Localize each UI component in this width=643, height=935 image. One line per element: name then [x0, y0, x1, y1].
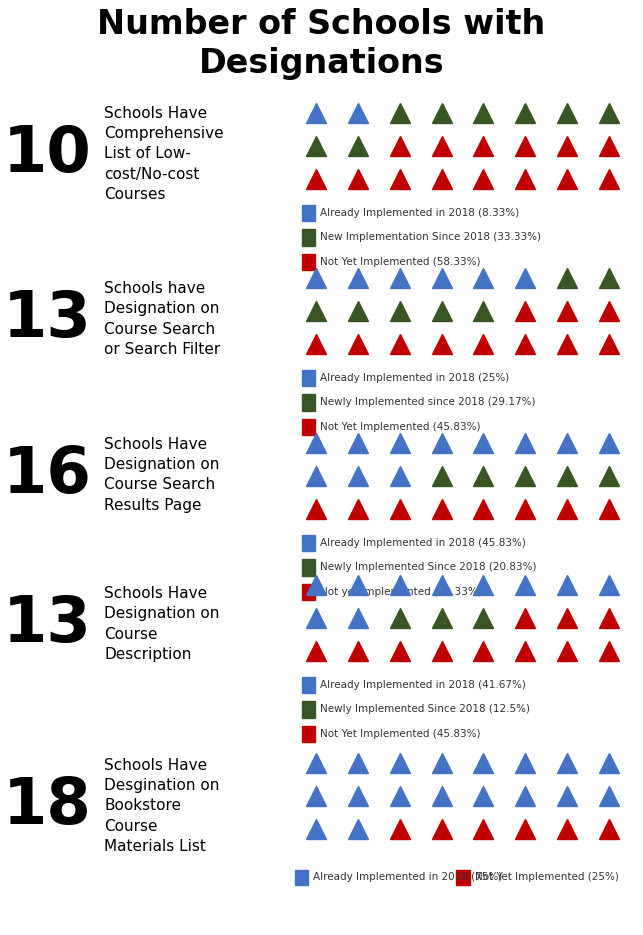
Text: Not yet Implemented (33.33%): Not yet Implemented (33.33%) — [320, 587, 482, 597]
Text: 13: 13 — [3, 288, 92, 350]
Bar — [295, 870, 309, 885]
Bar — [302, 205, 315, 222]
Text: Already Implemented in 2018 (41.67%): Already Implemented in 2018 (41.67%) — [320, 680, 526, 690]
Bar — [302, 395, 315, 410]
Text: Newly Implemented Since 2018 (12.5%): Newly Implemented Since 2018 (12.5%) — [320, 704, 530, 714]
Text: Number of Schools with
Designations: Number of Schools with Designations — [97, 8, 546, 79]
Text: Already Implemented in 2018 (45.83%): Already Implemented in 2018 (45.83%) — [320, 539, 526, 548]
Text: Schools Have
Designation on
Course Search
Results Page: Schools Have Designation on Course Searc… — [104, 437, 220, 513]
Bar — [302, 370, 315, 386]
Text: Not Yet Implemented (58.33%): Not Yet Implemented (58.33%) — [320, 257, 480, 266]
Bar — [456, 870, 469, 885]
Bar — [302, 253, 315, 270]
Text: 16: 16 — [3, 444, 92, 506]
Bar — [302, 559, 315, 576]
Bar — [302, 726, 315, 741]
Bar — [302, 419, 315, 435]
Text: Newly Implemented since 2018 (29.17%): Newly Implemented since 2018 (29.17%) — [320, 397, 536, 408]
Text: Already Implemented in 2018 (25%): Already Implemented in 2018 (25%) — [320, 373, 509, 383]
Bar — [302, 677, 315, 693]
Bar — [302, 535, 315, 552]
Text: 13: 13 — [3, 593, 92, 655]
Text: Not Yet Implemented (45.83%): Not Yet Implemented (45.83%) — [320, 729, 480, 739]
Bar — [302, 701, 315, 717]
Text: Schools Have
Desgination on
Bookstore
Course
Materials List: Schools Have Desgination on Bookstore Co… — [104, 757, 220, 855]
Text: Not Yet Implemented (25%): Not Yet Implemented (25%) — [475, 872, 619, 883]
Text: Already Implemented in 2018 (75%): Already Implemented in 2018 (75%) — [313, 872, 503, 883]
Bar — [302, 229, 315, 246]
Bar — [302, 583, 315, 600]
Text: New Implementation Since 2018 (33.33%): New Implementation Since 2018 (33.33%) — [320, 233, 541, 242]
Text: Schools Have
Comprehensive
List of Low-
cost/No-cost
Courses: Schools Have Comprehensive List of Low- … — [104, 106, 224, 202]
Text: 18: 18 — [3, 775, 92, 837]
Text: Not Yet Implemented (45.83%): Not Yet Implemented (45.83%) — [320, 422, 480, 432]
Text: Newly Implemented Since 2018 (20.83%): Newly Implemented Since 2018 (20.83%) — [320, 563, 537, 572]
Text: Already Implemented in 2018 (8.33%): Already Implemented in 2018 (8.33%) — [320, 209, 520, 218]
Text: Schools have
Designation on
Course Search
or Search Filter: Schools have Designation on Course Searc… — [104, 280, 221, 357]
Text: 10: 10 — [3, 123, 92, 185]
Text: Schools Have
Designation on
Course
Description: Schools Have Designation on Course Descr… — [104, 586, 220, 662]
